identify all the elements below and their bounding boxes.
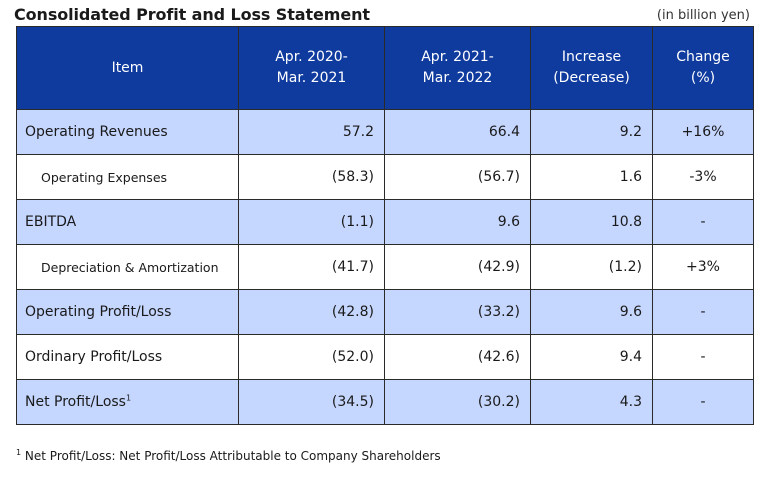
row-fy2021: 66.4 — [384, 109, 531, 155]
row-item: Operating Profit/Loss — [16, 289, 239, 335]
row-change: - — [652, 199, 754, 245]
header-change: Change (%) — [652, 26, 754, 110]
row-item: Operating Expenses — [16, 154, 239, 200]
table-row: Depreciation & Amortization (41.7) (42.9… — [16, 244, 754, 290]
footnote-text: Net Profit/Loss: Net Profit/Loss Attribu… — [21, 449, 441, 463]
row-item-cell: Net Profit/Loss1 — [16, 379, 239, 425]
row-increase: 9.2 — [530, 109, 653, 155]
header-change-line1: Change — [676, 49, 730, 65]
row-fy2020: (34.5) — [238, 379, 385, 425]
header-fy2020-line2: Mar. 2021 — [276, 70, 347, 86]
row-increase: 1.6 — [530, 154, 653, 200]
profit-loss-table: Item Apr. 2020- Mar. 2021 Apr. 2021- Mar… — [16, 26, 754, 425]
header-fy2021-line2: Mar. 2022 — [422, 70, 493, 86]
header-fy2020-line1: Apr. 2020- — [275, 49, 348, 65]
table-row: Operating Profit/Loss (42.8) (33.2) 9.6 … — [16, 289, 754, 335]
table-row: Operating Expenses (58.3) (56.7) 1.6 -3% — [16, 154, 754, 200]
footnote-marker: 1 — [125, 393, 132, 403]
unit-label: (in billion yen) — [656, 8, 750, 23]
header-change-line2: (%) — [690, 70, 716, 86]
row-increase: 9.4 — [530, 334, 653, 380]
header-item: Item — [16, 26, 239, 110]
row-item: EBITDA — [16, 199, 239, 245]
row-fy2021: 9.6 — [384, 199, 531, 245]
row-fy2021: (56.7) — [384, 154, 531, 200]
row-fy2020: (41.7) — [238, 244, 385, 290]
page-title: Consolidated Profit and Loss Statement — [14, 5, 370, 24]
row-item: Operating Revenues — [16, 109, 239, 155]
row-fy2020: (58.3) — [238, 154, 385, 200]
row-item: Ordinary Profit/Loss — [16, 334, 239, 380]
row-change: - — [652, 334, 754, 380]
row-item: Depreciation & Amortization — [16, 244, 239, 290]
row-fy2020: (42.8) — [238, 289, 385, 335]
row-change: - — [652, 289, 754, 335]
row-increase: (1.2) — [530, 244, 653, 290]
table-row: Net Profit/Loss1 (34.5) (30.2) 4.3 - — [16, 379, 754, 425]
row-increase: 9.6 — [530, 289, 653, 335]
row-change: +3% — [652, 244, 754, 290]
row-fy2021: (42.6) — [384, 334, 531, 380]
row-item: Net Profit/Loss — [25, 394, 126, 410]
row-fy2021: (30.2) — [384, 379, 531, 425]
row-increase: 10.8 — [530, 199, 653, 245]
header-item-label: Item — [111, 59, 144, 76]
header-fy2021: Apr. 2021- Mar. 2022 — [384, 26, 531, 110]
table-row: EBITDA (1.1) 9.6 10.8 - — [16, 199, 754, 245]
row-fy2020: (1.1) — [238, 199, 385, 245]
row-change: - — [652, 379, 754, 425]
row-change: +16% — [652, 109, 754, 155]
row-change: -3% — [652, 154, 754, 200]
table-row: Operating Revenues 57.2 66.4 9.2 +16% — [16, 109, 754, 155]
row-increase: 4.3 — [530, 379, 653, 425]
header-increase-line2: (Decrease) — [553, 70, 630, 86]
row-fy2021: (33.2) — [384, 289, 531, 335]
row-fy2020: 57.2 — [238, 109, 385, 155]
row-fy2020: (52.0) — [238, 334, 385, 380]
header-increase: Increase (Decrease) — [530, 26, 653, 110]
table-header-row: Item Apr. 2020- Mar. 2021 Apr. 2021- Mar… — [16, 26, 754, 110]
header-fy2020: Apr. 2020- Mar. 2021 — [238, 26, 385, 110]
footnote-number: 1 — [16, 448, 22, 457]
row-fy2021: (42.9) — [384, 244, 531, 290]
footnote: 1 Net Profit/Loss: Net Profit/Loss Attri… — [16, 448, 441, 464]
header-fy2021-line1: Apr. 2021- — [421, 49, 494, 65]
table-row: Ordinary Profit/Loss (52.0) (42.6) 9.4 - — [16, 334, 754, 380]
header-increase-line1: Increase — [561, 49, 622, 65]
